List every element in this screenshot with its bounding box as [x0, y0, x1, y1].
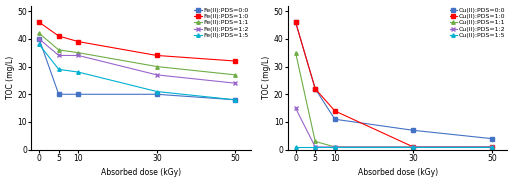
Cu(II):PDS=1:1 — [312, 140, 318, 143]
Fe(II):PDS=1:5 — [154, 90, 160, 93]
Cu(II):PDS=1:5 — [489, 146, 495, 148]
X-axis label: Absorbed dose (kGy): Absorbed dose (kGy) — [101, 168, 181, 178]
Line: Fe(II):PDS=1:1: Fe(II):PDS=1:1 — [37, 31, 237, 77]
Cu(II):PDS=1:5 — [410, 146, 417, 148]
Fe(II):PDS=1:1 — [232, 74, 239, 76]
Fe(II):PDS=1:0 — [55, 35, 62, 37]
Line: Cu(II):PDS=0:0: Cu(II):PDS=0:0 — [294, 20, 494, 140]
Line: Cu(II):PDS=1:5: Cu(II):PDS=1:5 — [294, 145, 494, 149]
Cu(II):PDS=0:0 — [489, 138, 495, 140]
Cu(II):PDS=1:2 — [292, 107, 299, 109]
Legend: Cu(II):PDS=0:0, Cu(II):PDS=1:0, Cu(II):PDS=1:1, Cu(II):PDS=1:2, Cu(II):PDS=1:5: Cu(II):PDS=0:0, Cu(II):PDS=1:0, Cu(II):P… — [449, 7, 506, 39]
Fe(II):PDS=1:1 — [75, 52, 82, 54]
Line: Cu(II):PDS=1:2: Cu(II):PDS=1:2 — [294, 106, 494, 149]
Fe(II):PDS=0:0 — [232, 99, 239, 101]
Line: Cu(II):PDS=1:1: Cu(II):PDS=1:1 — [294, 51, 494, 149]
Cu(II):PDS=1:5 — [332, 146, 338, 148]
Cu(II):PDS=1:0 — [332, 110, 338, 112]
Cu(II):PDS=1:2 — [312, 146, 318, 148]
Fe(II):PDS=1:5 — [232, 99, 239, 101]
Fe(II):PDS=1:2 — [154, 74, 160, 76]
Fe(II):PDS=0:0 — [36, 38, 42, 40]
Cu(II):PDS=0:0 — [312, 88, 318, 90]
Cu(II):PDS=1:5 — [312, 146, 318, 148]
Line: Cu(II):PDS=1:0: Cu(II):PDS=1:0 — [294, 20, 494, 149]
Y-axis label: TOC (mg/L): TOC (mg/L) — [262, 56, 271, 99]
Line: Fe(II):PDS=0:0: Fe(II):PDS=0:0 — [37, 37, 237, 102]
Cu(II):PDS=1:0 — [292, 21, 299, 23]
Line: Fe(II):PDS=1:0: Fe(II):PDS=1:0 — [37, 20, 237, 63]
Fe(II):PDS=1:5 — [55, 68, 62, 70]
Fe(II):PDS=0:0 — [55, 93, 62, 95]
Cu(II):PDS=1:0 — [410, 146, 417, 148]
Cu(II):PDS=1:1 — [332, 146, 338, 148]
Cu(II):PDS=1:2 — [489, 146, 495, 148]
Fe(II):PDS=1:0 — [232, 60, 239, 62]
Fe(II):PDS=0:0 — [75, 93, 82, 95]
X-axis label: Absorbed dose (kGy): Absorbed dose (kGy) — [358, 168, 438, 178]
Fe(II):PDS=1:1 — [55, 49, 62, 51]
Cu(II):PDS=1:2 — [332, 146, 338, 148]
Fe(II):PDS=1:0 — [75, 40, 82, 43]
Fe(II):PDS=0:0 — [154, 93, 160, 95]
Fe(II):PDS=1:2 — [75, 54, 82, 57]
Fe(II):PDS=1:0 — [36, 21, 42, 23]
Fe(II):PDS=1:0 — [154, 54, 160, 57]
Y-axis label: TOC (mg/L): TOC (mg/L) — [6, 56, 14, 99]
Line: Fe(II):PDS=1:5: Fe(II):PDS=1:5 — [37, 43, 237, 102]
Fe(II):PDS=1:2 — [55, 54, 62, 57]
Fe(II):PDS=1:2 — [36, 38, 42, 40]
Fe(II):PDS=1:5 — [36, 43, 42, 45]
Cu(II):PDS=1:0 — [312, 88, 318, 90]
Fe(II):PDS=1:2 — [232, 82, 239, 84]
Cu(II):PDS=0:0 — [332, 118, 338, 120]
Line: Fe(II):PDS=1:2: Fe(II):PDS=1:2 — [37, 37, 237, 85]
Legend: Fe(II):PDS=0:0, Fe(II):PDS=1:0, Fe(II):PDS=1:1, Fe(II):PDS=1:2, Fe(II):PDS=1:5: Fe(II):PDS=0:0, Fe(II):PDS=1:0, Fe(II):P… — [194, 7, 250, 39]
Fe(II):PDS=1:5 — [75, 71, 82, 73]
Cu(II):PDS=1:5 — [292, 146, 299, 148]
Cu(II):PDS=1:1 — [410, 146, 417, 148]
Cu(II):PDS=1:1 — [489, 146, 495, 148]
Fe(II):PDS=1:1 — [154, 66, 160, 68]
Cu(II):PDS=1:2 — [410, 146, 417, 148]
Cu(II):PDS=1:1 — [292, 52, 299, 54]
Cu(II):PDS=1:0 — [489, 146, 495, 148]
Fe(II):PDS=1:1 — [36, 32, 42, 34]
Cu(II):PDS=0:0 — [292, 21, 299, 23]
Cu(II):PDS=0:0 — [410, 129, 417, 131]
